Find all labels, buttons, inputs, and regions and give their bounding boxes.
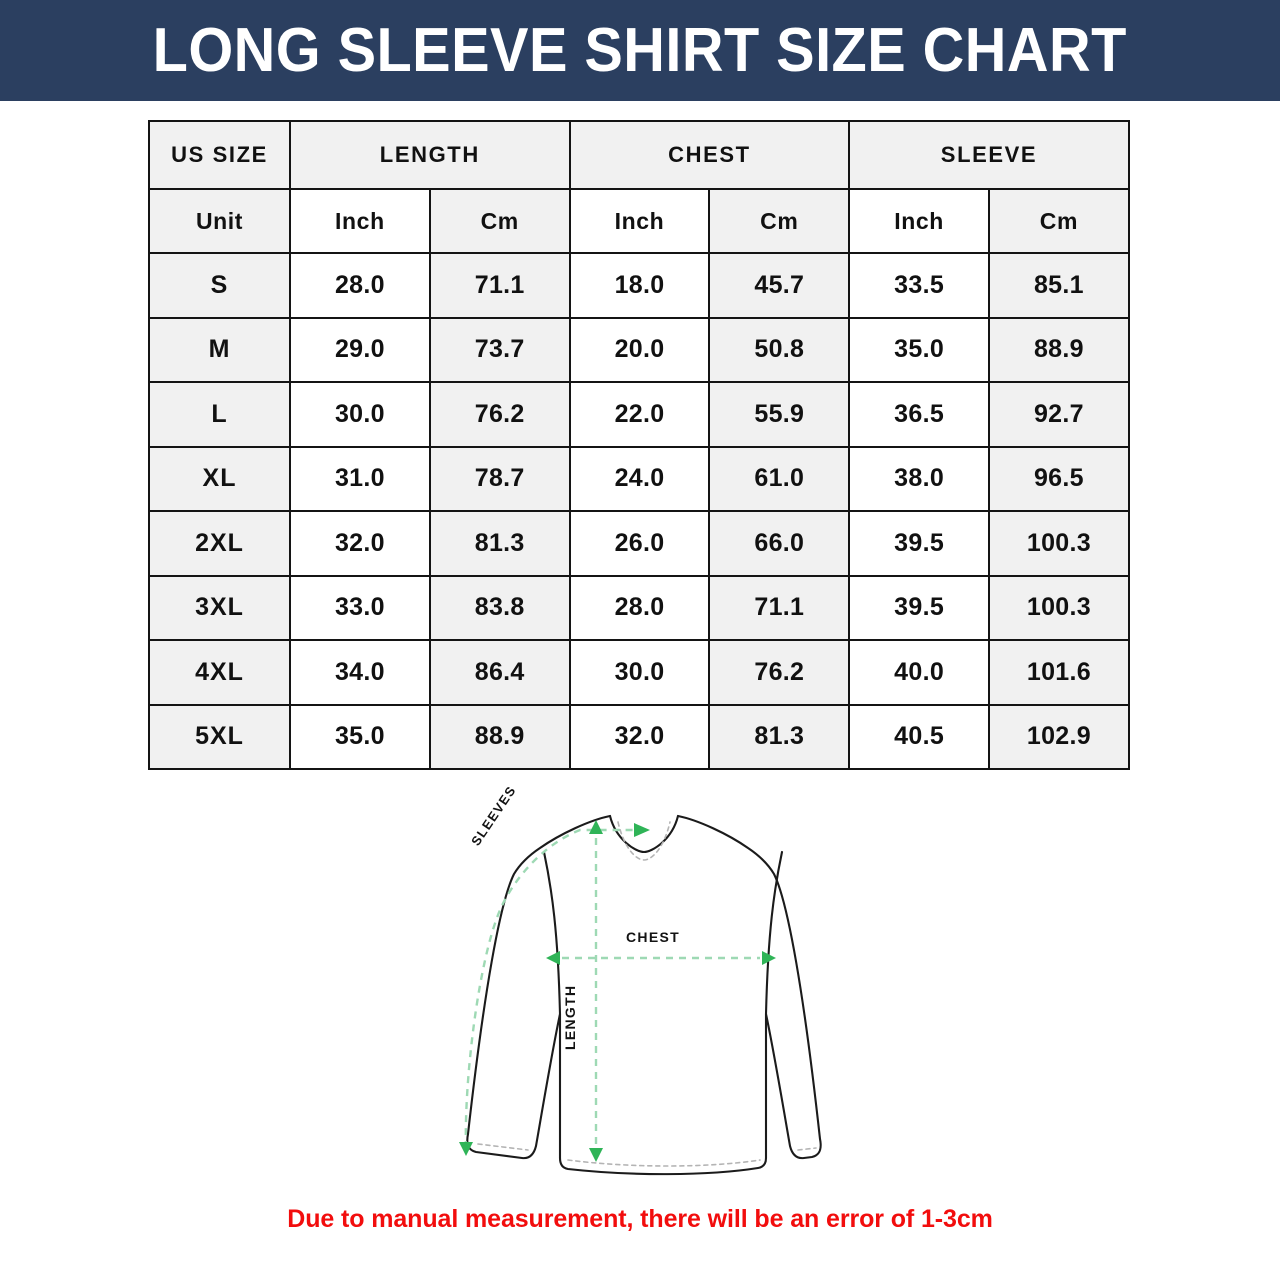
cell-us-size: L	[148, 381, 291, 448]
unit-header-length-inch: Inch	[289, 188, 431, 254]
cell-chest-inch: 32.0	[568, 703, 711, 770]
table-row: 4XL 34.0 86.4 30.0 76.2 40.0 101.6	[148, 639, 1130, 706]
table-body: S 28.0 71.1 18.0 45.7 33.5 85.1 M 29.0 73.7 20.0 50…	[148, 252, 1130, 770]
cell-us-size: 4XL	[148, 639, 291, 706]
cell-length-inch: 28.0	[289, 252, 431, 319]
cell-sleeve-cm: 100.3	[988, 510, 1130, 577]
size-table-container: US SIZE LENGTH CHEST SLEEVE Unit Inch Cm…	[148, 120, 1130, 770]
cell-length-cm: 86.4	[428, 639, 571, 706]
cell-length-inch: 29.0	[289, 316, 431, 383]
unit-header-sleeve-inch: Inch	[848, 188, 990, 254]
cell-length-cm: 78.7	[428, 445, 571, 512]
table-row: 2XL 32.0 81.3 26.0 66.0 39.5 100.3	[148, 510, 1130, 577]
shirt-measurement-diagram: SLEEVES CHEST LENGTH	[440, 782, 840, 1202]
cell-sleeve-cm: 100.3	[988, 574, 1130, 641]
table-row: M 29.0 73.7 20.0 50.8 35.0 88.9	[148, 316, 1130, 383]
cell-sleeve-inch: 39.5	[848, 574, 990, 641]
cell-sleeve-cm: 88.9	[988, 316, 1130, 383]
cell-chest-inch: 28.0	[568, 574, 711, 641]
cell-sleeve-cm: 102.9	[988, 703, 1130, 770]
cell-chest-cm: 76.2	[708, 639, 851, 706]
cell-chest-cm: 71.1	[708, 574, 851, 641]
cell-length-cm: 76.2	[428, 381, 571, 448]
cell-sleeve-cm: 101.6	[988, 639, 1130, 706]
cell-sleeve-inch: 33.5	[848, 252, 990, 319]
cell-sleeve-cm: 96.5	[988, 445, 1130, 512]
unit-header-length-cm: Cm	[428, 188, 571, 254]
table-group-header-row: US SIZE LENGTH CHEST SLEEVE	[148, 120, 1130, 190]
cell-chest-cm: 50.8	[708, 316, 851, 383]
table-row: S 28.0 71.1 18.0 45.7 33.5 85.1	[148, 252, 1130, 319]
cell-length-inch: 35.0	[289, 703, 431, 770]
col-header-chest: CHEST	[568, 120, 851, 190]
cell-length-inch: 30.0	[289, 381, 431, 448]
table-head: US SIZE LENGTH CHEST SLEEVE Unit Inch Cm…	[148, 120, 1130, 254]
cell-chest-inch: 20.0	[568, 316, 711, 383]
cell-chest-inch: 18.0	[568, 252, 711, 319]
cell-length-cm: 83.8	[428, 574, 571, 641]
diagram-label-chest: CHEST	[626, 929, 680, 945]
diagram-label-length: LENGTH	[562, 984, 578, 1050]
cell-length-inch: 32.0	[289, 510, 431, 577]
cell-us-size: 5XL	[148, 703, 291, 770]
cell-length-inch: 34.0	[289, 639, 431, 706]
cell-chest-cm: 61.0	[708, 445, 851, 512]
table-unit-header-row: Unit Inch Cm Inch Cm Inch Cm	[148, 188, 1130, 254]
cell-chest-cm: 66.0	[708, 510, 851, 577]
col-header-length: LENGTH	[289, 120, 571, 190]
cell-chest-inch: 30.0	[568, 639, 711, 706]
table-row: XL 31.0 78.7 24.0 61.0 38.0 96.5	[148, 445, 1130, 512]
cell-us-size: M	[148, 316, 291, 383]
table-row: 5XL 35.0 88.9 32.0 81.3 40.5 102.9	[148, 703, 1130, 770]
cell-length-cm: 81.3	[428, 510, 571, 577]
cell-sleeve-cm: 92.7	[988, 381, 1130, 448]
cell-length-inch: 33.0	[289, 574, 431, 641]
measurement-disclaimer: Due to manual measurement, there will be…	[287, 1205, 993, 1233]
unit-header-sleeve-cm: Cm	[988, 188, 1130, 254]
cell-us-size: 2XL	[148, 510, 291, 577]
page-title: LONG SLEEVE SHIRT SIZE CHART	[152, 15, 1128, 85]
cell-sleeve-inch: 40.5	[848, 703, 990, 770]
cell-chest-cm: 45.7	[708, 252, 851, 319]
cell-sleeve-inch: 40.0	[848, 639, 990, 706]
unit-header-chest-inch: Inch	[568, 188, 711, 254]
table-row: L 30.0 76.2 22.0 55.9 36.5 92.7	[148, 381, 1130, 448]
cell-sleeve-inch: 39.5	[848, 510, 990, 577]
cell-chest-inch: 24.0	[568, 445, 711, 512]
cell-length-cm: 73.7	[428, 316, 571, 383]
cell-chest-inch: 26.0	[568, 510, 711, 577]
unit-header-unit: Unit	[148, 188, 291, 254]
cell-chest-cm: 55.9	[708, 381, 851, 448]
cell-chest-inch: 22.0	[568, 381, 711, 448]
unit-header-chest-cm: Cm	[708, 188, 851, 254]
size-chart-table: US SIZE LENGTH CHEST SLEEVE Unit Inch Cm…	[148, 120, 1130, 770]
cell-us-size: 3XL	[148, 574, 291, 641]
page-header-banner: LONG SLEEVE SHIRT SIZE CHART	[0, 0, 1280, 101]
cell-length-inch: 31.0	[289, 445, 431, 512]
cell-sleeve-inch: 35.0	[848, 316, 990, 383]
cell-length-cm: 88.9	[428, 703, 571, 770]
table-row: 3XL 33.0 83.8 28.0 71.1 39.5 100.3	[148, 574, 1130, 641]
cell-length-cm: 71.1	[428, 252, 571, 319]
col-header-us-size: US SIZE	[148, 120, 291, 190]
cell-us-size: XL	[148, 445, 291, 512]
col-header-sleeve: SLEEVE	[848, 120, 1130, 190]
cell-sleeve-cm: 85.1	[988, 252, 1130, 319]
cell-sleeve-inch: 38.0	[848, 445, 990, 512]
cell-us-size: S	[148, 252, 291, 319]
cell-sleeve-inch: 36.5	[848, 381, 990, 448]
cell-chest-cm: 81.3	[708, 703, 851, 770]
